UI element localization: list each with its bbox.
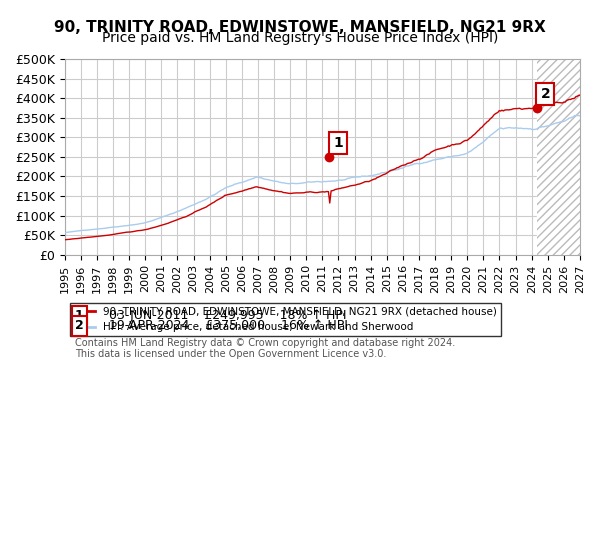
Text: 2: 2	[541, 87, 550, 101]
Text: 03-JUN-2011    £249,995    18% ↑ HPI: 03-JUN-2011 £249,995 18% ↑ HPI	[109, 309, 346, 321]
Text: Contains HM Land Registry data © Crown copyright and database right 2024.
This d: Contains HM Land Registry data © Crown c…	[75, 338, 455, 359]
Text: 1: 1	[75, 309, 84, 321]
Bar	[536, 59, 580, 255]
Text: 2: 2	[75, 319, 84, 333]
Text: 90, TRINITY ROAD, EDWINSTOWE, MANSFIELD, NG21 9RX: 90, TRINITY ROAD, EDWINSTOWE, MANSFIELD,…	[54, 20, 546, 35]
Bar	[536, 59, 580, 255]
Text: 1: 1	[333, 136, 343, 150]
Text: Price paid vs. HM Land Registry's House Price Index (HPI): Price paid vs. HM Land Registry's House …	[102, 31, 498, 45]
Text: 19-APR-2024    £375,000    16% ↑ HPI: 19-APR-2024 £375,000 16% ↑ HPI	[109, 319, 347, 333]
Legend: 90, TRINITY ROAD, EDWINSTOWE, MANSFIELD, NG21 9RX (detached house), HPI: Average: 90, TRINITY ROAD, EDWINSTOWE, MANSFIELD,…	[70, 303, 502, 337]
